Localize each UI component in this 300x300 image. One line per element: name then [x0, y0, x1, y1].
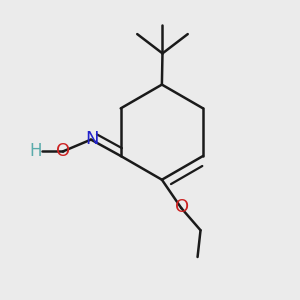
Text: O: O [56, 142, 70, 160]
Text: O: O [175, 198, 189, 216]
Text: H: H [29, 142, 42, 160]
Text: N: N [85, 130, 98, 148]
